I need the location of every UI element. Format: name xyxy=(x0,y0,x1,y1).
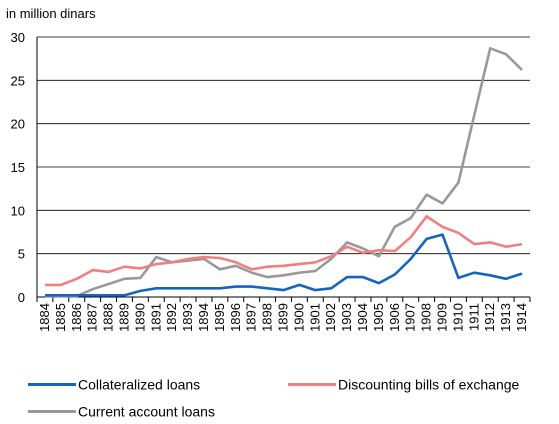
x-tick-label: 1888 xyxy=(101,303,116,332)
x-tick-label: 1892 xyxy=(164,303,179,332)
x-tick-label: 1895 xyxy=(212,303,227,332)
y-tick-label: 25 xyxy=(11,73,25,88)
y-tick-label: 30 xyxy=(11,30,25,45)
x-tick-label: 1913 xyxy=(498,303,513,332)
x-tick-label: 1911 xyxy=(466,303,481,331)
legend-swatch xyxy=(28,383,76,386)
x-tick-label: 1885 xyxy=(53,303,68,332)
x-tick-label: 1887 xyxy=(85,303,100,332)
x-tick-label: 1899 xyxy=(276,303,291,332)
x-tick-label: 1903 xyxy=(339,303,354,332)
x-tick-label: 1893 xyxy=(180,303,195,332)
x-tick-label: 1886 xyxy=(69,303,84,332)
x-tick-label: 1914 xyxy=(514,303,529,332)
x-tick-label: 1907 xyxy=(403,303,418,332)
x-tick-label: 1908 xyxy=(419,303,434,332)
legend-label: Discounting bills of exchange xyxy=(338,376,519,392)
legend-swatch xyxy=(28,410,76,413)
x-tick-label: 1902 xyxy=(323,303,338,332)
x-tick-label: 1898 xyxy=(260,303,275,332)
x-tick-label: 1889 xyxy=(116,303,131,332)
x-tick-label: 1896 xyxy=(228,303,243,332)
legend-item-discounting-bills: Discounting bills of exchange xyxy=(288,375,519,392)
x-tick-label: 1905 xyxy=(371,303,386,332)
x-tick-label: 1891 xyxy=(148,303,163,332)
legend-item-collateralized-loans: Collateralized loans xyxy=(28,375,200,392)
x-tick-label: 1906 xyxy=(387,303,402,332)
y-tick-label: 0 xyxy=(18,290,25,305)
x-tick-label: 1904 xyxy=(355,303,370,332)
x-tick-label: 1900 xyxy=(291,303,306,332)
legend-swatch xyxy=(288,383,336,386)
y-tick-label: 15 xyxy=(11,160,25,175)
x-tick-label: 1909 xyxy=(435,303,450,332)
y-tick-label: 20 xyxy=(11,117,25,132)
legend-label: Collateralized loans xyxy=(78,376,200,392)
y-tick-label: 10 xyxy=(11,203,25,218)
x-tick-label: 1901 xyxy=(307,303,322,332)
x-tick-label: 1910 xyxy=(450,303,465,332)
legend-label: Current account loans xyxy=(78,403,215,419)
x-tick-label: 1897 xyxy=(244,303,259,332)
x-tick-label: 1884 xyxy=(37,303,52,332)
x-tick-label: 1894 xyxy=(196,303,211,332)
legend-item-current-account-loans: Current account loans xyxy=(28,402,215,419)
y-tick-label: 5 xyxy=(18,247,25,262)
x-tick-label: 1890 xyxy=(132,303,147,332)
x-tick-label: 1912 xyxy=(482,303,497,332)
